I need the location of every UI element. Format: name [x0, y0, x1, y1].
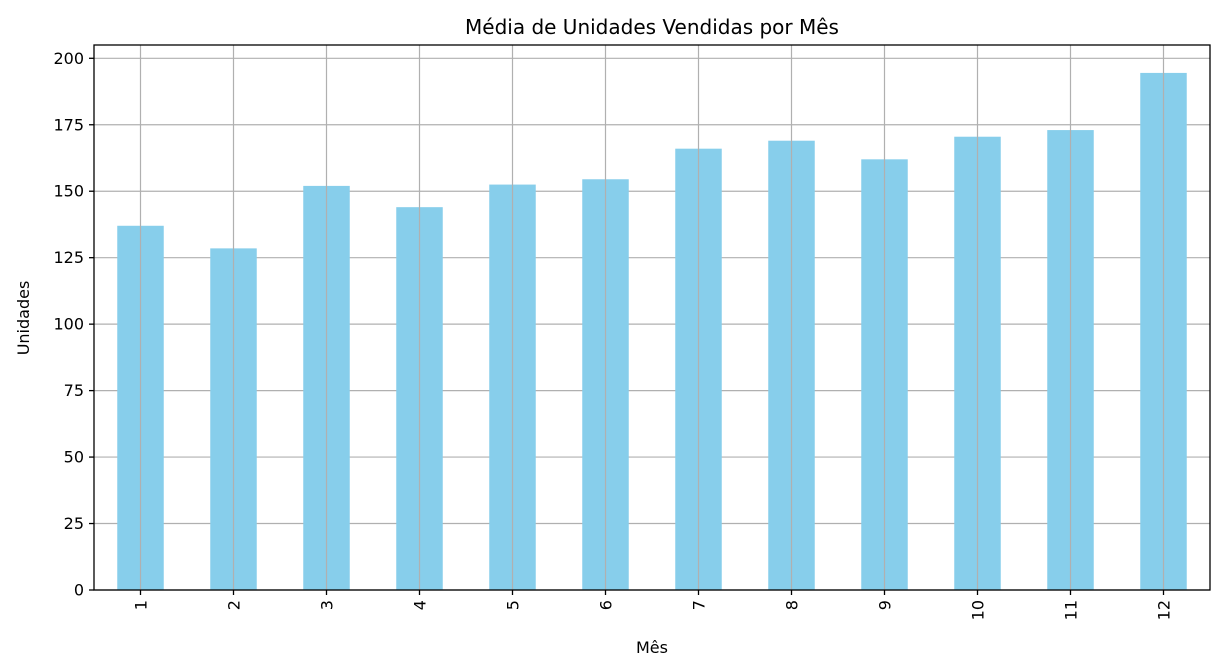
- y-tick-label: 200: [53, 49, 84, 68]
- y-tick-label: 175: [53, 115, 84, 134]
- y-gridlines: [94, 57, 1210, 591]
- x-tick-label: 1: [132, 600, 151, 610]
- y-tick-label: 100: [53, 315, 84, 334]
- x-tick-label: 9: [876, 600, 895, 610]
- x-tick-label: 10: [969, 600, 988, 620]
- x-axis-ticks: 1 2 3 4 5 6 7 8 9 10 11 12: [132, 590, 1174, 620]
- y-tick-label: 25: [64, 514, 84, 533]
- y-tick-label: 0: [74, 581, 84, 600]
- bars: [117, 72, 1187, 591]
- x-tick-label: 11: [1062, 600, 1081, 620]
- x-axis-label: Mês: [636, 638, 668, 657]
- x-tick-label: 4: [411, 600, 430, 610]
- y-tick-label: 50: [64, 448, 84, 467]
- x-tick-label: 7: [690, 600, 709, 610]
- x-gridlines-over-bars: [139, 45, 1165, 590]
- x-tick-label: 6: [597, 600, 616, 610]
- y-tick-label: 150: [53, 182, 84, 201]
- y-axis-label: Unidades: [14, 281, 33, 356]
- x-tick-label: 8: [783, 600, 802, 610]
- chart-title: Média de Unidades Vendidas por Mês: [465, 15, 839, 39]
- x-tick-label: 3: [318, 600, 337, 610]
- y-tick-label: 125: [53, 248, 84, 267]
- x-tick-label: 2: [225, 600, 244, 610]
- x-tick-label: 12: [1155, 600, 1174, 620]
- x-tick-label: 5: [504, 600, 523, 610]
- y-tick-label: 75: [64, 381, 84, 400]
- plot-frame: [93, 44, 1211, 591]
- y-axis-ticks: 0 25 50 75 100 125 150 175 200: [53, 49, 94, 600]
